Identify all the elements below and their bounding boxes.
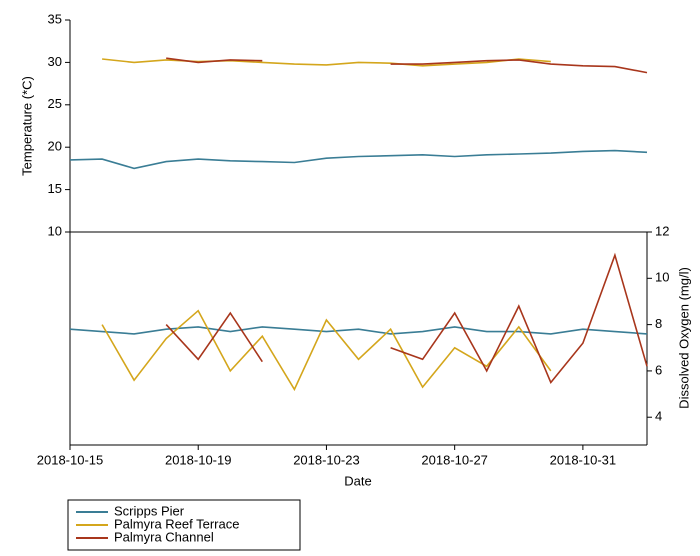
y2-tick-label: 12 — [655, 223, 669, 238]
x-tick-label: 2018-10-31 — [550, 452, 617, 467]
legend-label: Palmyra Reef Terrace — [114, 516, 239, 531]
series-line — [69, 326, 648, 335]
series-line — [69, 149, 648, 170]
y-tick-label: 25 — [48, 96, 62, 111]
y2-tick-label: 6 — [655, 362, 662, 377]
y-tick-label: 35 — [48, 11, 62, 26]
y-tick-label: 20 — [48, 139, 62, 154]
series-line — [165, 252, 648, 385]
legend-label: Scripps Pier — [114, 503, 185, 518]
series-line — [102, 58, 551, 67]
x-tick-label: 2018-10-15 — [37, 452, 104, 467]
series-line — [101, 309, 552, 392]
legend-label: Palmyra Channel — [114, 529, 214, 544]
x-tick-label: 2018-10-27 — [421, 452, 488, 467]
y-tick-label: 30 — [48, 54, 62, 69]
y-axis-label: Temperature (*C) — [19, 76, 34, 176]
y2-tick-label: 4 — [655, 409, 662, 424]
y2-tick-label: 10 — [655, 270, 669, 285]
series-line — [166, 57, 648, 74]
x-tick-label: 2018-10-23 — [293, 452, 360, 467]
y-tick-label: 10 — [48, 223, 62, 238]
x-axis-label: Date — [344, 473, 371, 488]
legend-box — [67, 499, 301, 551]
y2-tick-label: 8 — [655, 316, 662, 331]
x-tick-label: 2018-10-19 — [165, 452, 232, 467]
y-tick-label: 15 — [48, 181, 62, 196]
y2-axis-label: Dissolved Oxygen (mg/l) — [676, 267, 691, 409]
